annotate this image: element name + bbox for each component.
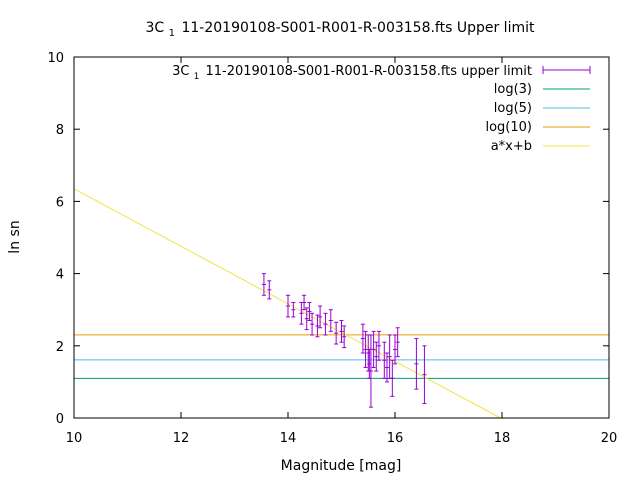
- data-point: [360, 323, 365, 354]
- data-point: [286, 294, 290, 318]
- chart-title-main: 3C: [146, 20, 165, 36]
- y-tick-label: 8: [56, 123, 64, 138]
- data-point: [310, 312, 315, 336]
- legend-label-fit-line: a*x+b: [491, 139, 532, 154]
- legend: 3C 1 11-20190108-S001-R001-R-003158.fts …: [172, 64, 591, 154]
- data-point: [374, 341, 379, 372]
- data-point: [368, 334, 373, 408]
- plot-frame: [73, 56, 610, 419]
- chart-title-rest: 11-20190108-S001-R001-R-003158.fts Upper…: [181, 20, 535, 36]
- data-point: [328, 309, 333, 332]
- legend-label-series-main-part: 3C: [172, 64, 189, 79]
- data-point: [304, 307, 309, 331]
- data-point: [318, 305, 323, 329]
- legend-label-series-sub-part: 1: [194, 72, 200, 82]
- chart-title-subscript: 1: [169, 28, 175, 39]
- x-tick-label: 20: [601, 431, 618, 446]
- data-point: [267, 280, 272, 300]
- series-points-layer: [261, 273, 427, 408]
- data-point: [363, 330, 368, 368]
- data-point: [323, 312, 328, 336]
- fit-line: [74, 188, 501, 418]
- y-tick-label: 4: [56, 268, 64, 283]
- data-point: [334, 321, 339, 345]
- data-point: [376, 330, 381, 361]
- data-point: [390, 359, 395, 397]
- data-point: [291, 301, 296, 318]
- data-point: [382, 341, 387, 379]
- data-point: [307, 301, 312, 322]
- legend-label-log10: log(10): [485, 120, 532, 135]
- chart-title: 3C 1 11-20190108-S001-R001-R-003158.fts …: [146, 20, 535, 40]
- legend-label-log3: log(3): [494, 82, 532, 97]
- y-tick-label: 10: [47, 51, 64, 66]
- x-tick-label: 10: [66, 431, 83, 446]
- legend-label-log5: log(5): [494, 101, 532, 116]
- x-tick-label: 14: [280, 431, 297, 446]
- x-tick-label: 16: [387, 431, 404, 446]
- x-axis-label: Magnitude [mag]: [281, 458, 402, 474]
- y-tick-label: 0: [56, 412, 64, 427]
- data-point: [261, 273, 266, 296]
- y-tick-label: 2: [56, 340, 64, 355]
- y-tick-label: 6: [56, 195, 64, 210]
- data-point: [422, 345, 427, 405]
- data-point: [315, 314, 320, 338]
- data-point: [302, 294, 307, 311]
- legend-label-series-rest-part: 11-20190108-S001-R001-R-003158.fts upper…: [205, 64, 532, 79]
- data-point: [371, 330, 376, 368]
- legend-label-series-main: 3C 1 11-20190108-S001-R001-R-003158.fts …: [172, 64, 532, 83]
- plot-layers: [74, 188, 609, 418]
- data-point: [393, 334, 397, 365]
- y-axis-label: ln sn: [7, 220, 23, 253]
- data-point: [395, 327, 400, 358]
- x-tick-label: 12: [173, 431, 190, 446]
- data-point: [342, 325, 347, 349]
- data-point: [414, 338, 419, 390]
- data-point: [384, 352, 389, 383]
- x-tick-label: 18: [494, 431, 511, 446]
- data-point: [339, 320, 344, 343]
- axis-ticks-layer: 10 12 14 16 18 20 0 2 4 6 8 10: [47, 51, 617, 446]
